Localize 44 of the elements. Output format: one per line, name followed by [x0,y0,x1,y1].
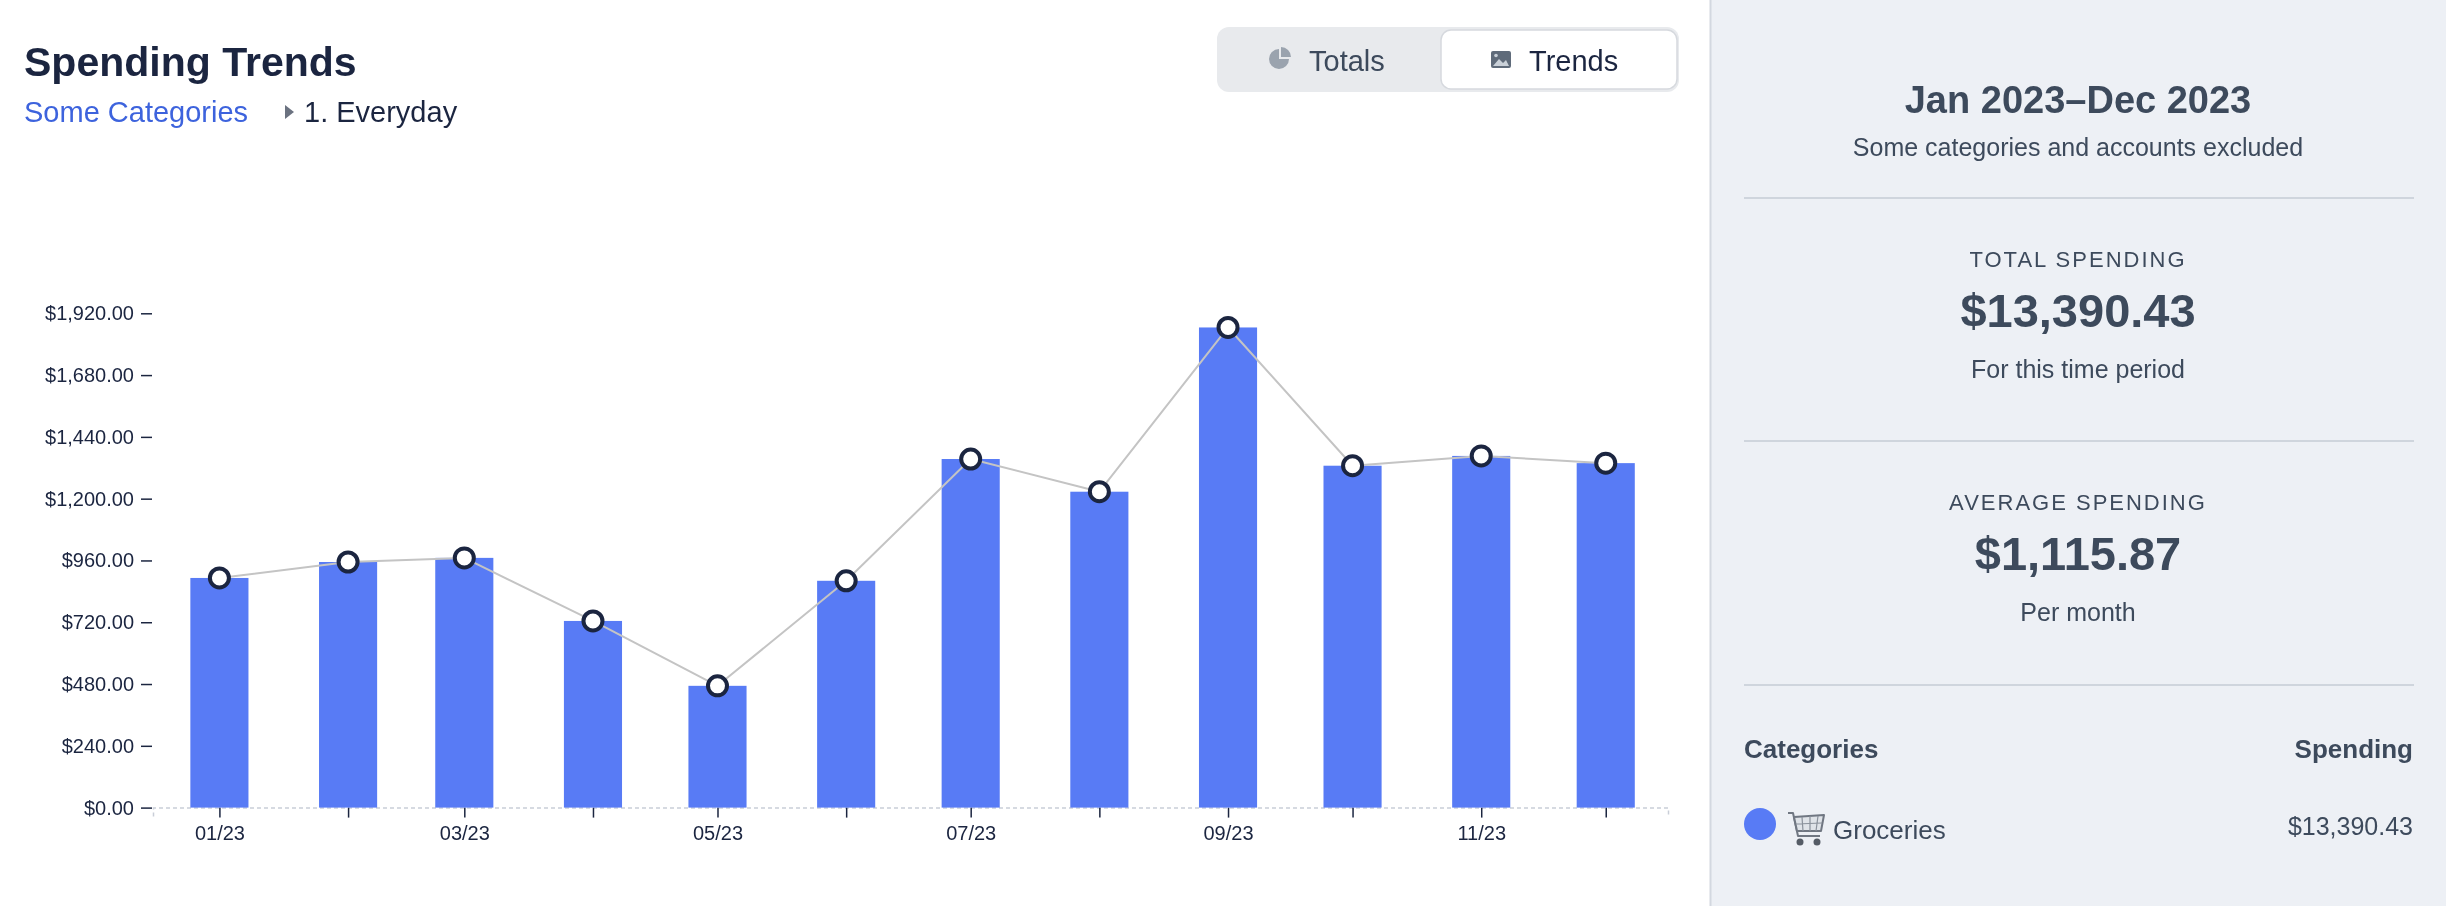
text: Trends [1529,45,1619,77]
text: Jan 2023–Dec 2023 [1904,79,2252,121]
text: 1. Everyday [304,96,458,128]
text: For this time period [1971,355,2185,383]
text: $1,115.87 [1974,527,2182,580]
bar [1070,491,1129,808]
y-tick-label: $960.00 [61,549,134,572]
text: Groceries [1833,815,1946,845]
text: TOTAL SPENDING [1969,247,2187,272]
text: $13,390.43 [2287,812,2413,840]
x-tick-label: 11/23 [1457,821,1507,844]
text: Per month [2020,598,2136,626]
bar [941,459,1000,808]
y-tick-label: $1,440.00 [45,425,134,448]
y-tick-label: $1,920.00 [45,302,134,325]
bar [563,620,623,808]
text: Spending [2294,734,2413,764]
x-tick-label: 09/23 [1203,821,1254,844]
bar [817,580,876,808]
bar [1452,455,1511,808]
y-tick-label: $0.00 [83,796,134,819]
text: Some Categories [24,96,249,128]
y-tick-label: $1,680.00 [45,363,134,386]
bar [1198,327,1258,808]
y-tick-label: $480.00 [61,672,134,695]
text: $13,390.43 [1960,284,2196,337]
chart-title: Spending Trends [24,39,357,85]
x-tick-label: 03/23 [439,821,490,844]
y-tick-label: $1,200.00 [45,487,134,510]
bar [190,577,249,808]
bar [688,685,747,808]
x-tick-label: 01/23 [194,821,245,844]
x-tick-label: 05/23 [692,821,744,844]
bar [1323,465,1382,808]
y-tick-label: $240.00 [61,734,134,757]
bar [435,557,494,808]
x-tick-label: 07/23 [946,821,997,844]
y-tick-label: $720.00 [61,611,134,634]
bar [1576,463,1635,808]
text: Totals [1309,45,1385,77]
text: Some categories and accounts excluded [1852,133,2304,161]
text: Categories [1744,734,1879,764]
bar [319,562,378,808]
text: AVERAGE SPENDING [1949,490,2207,515]
